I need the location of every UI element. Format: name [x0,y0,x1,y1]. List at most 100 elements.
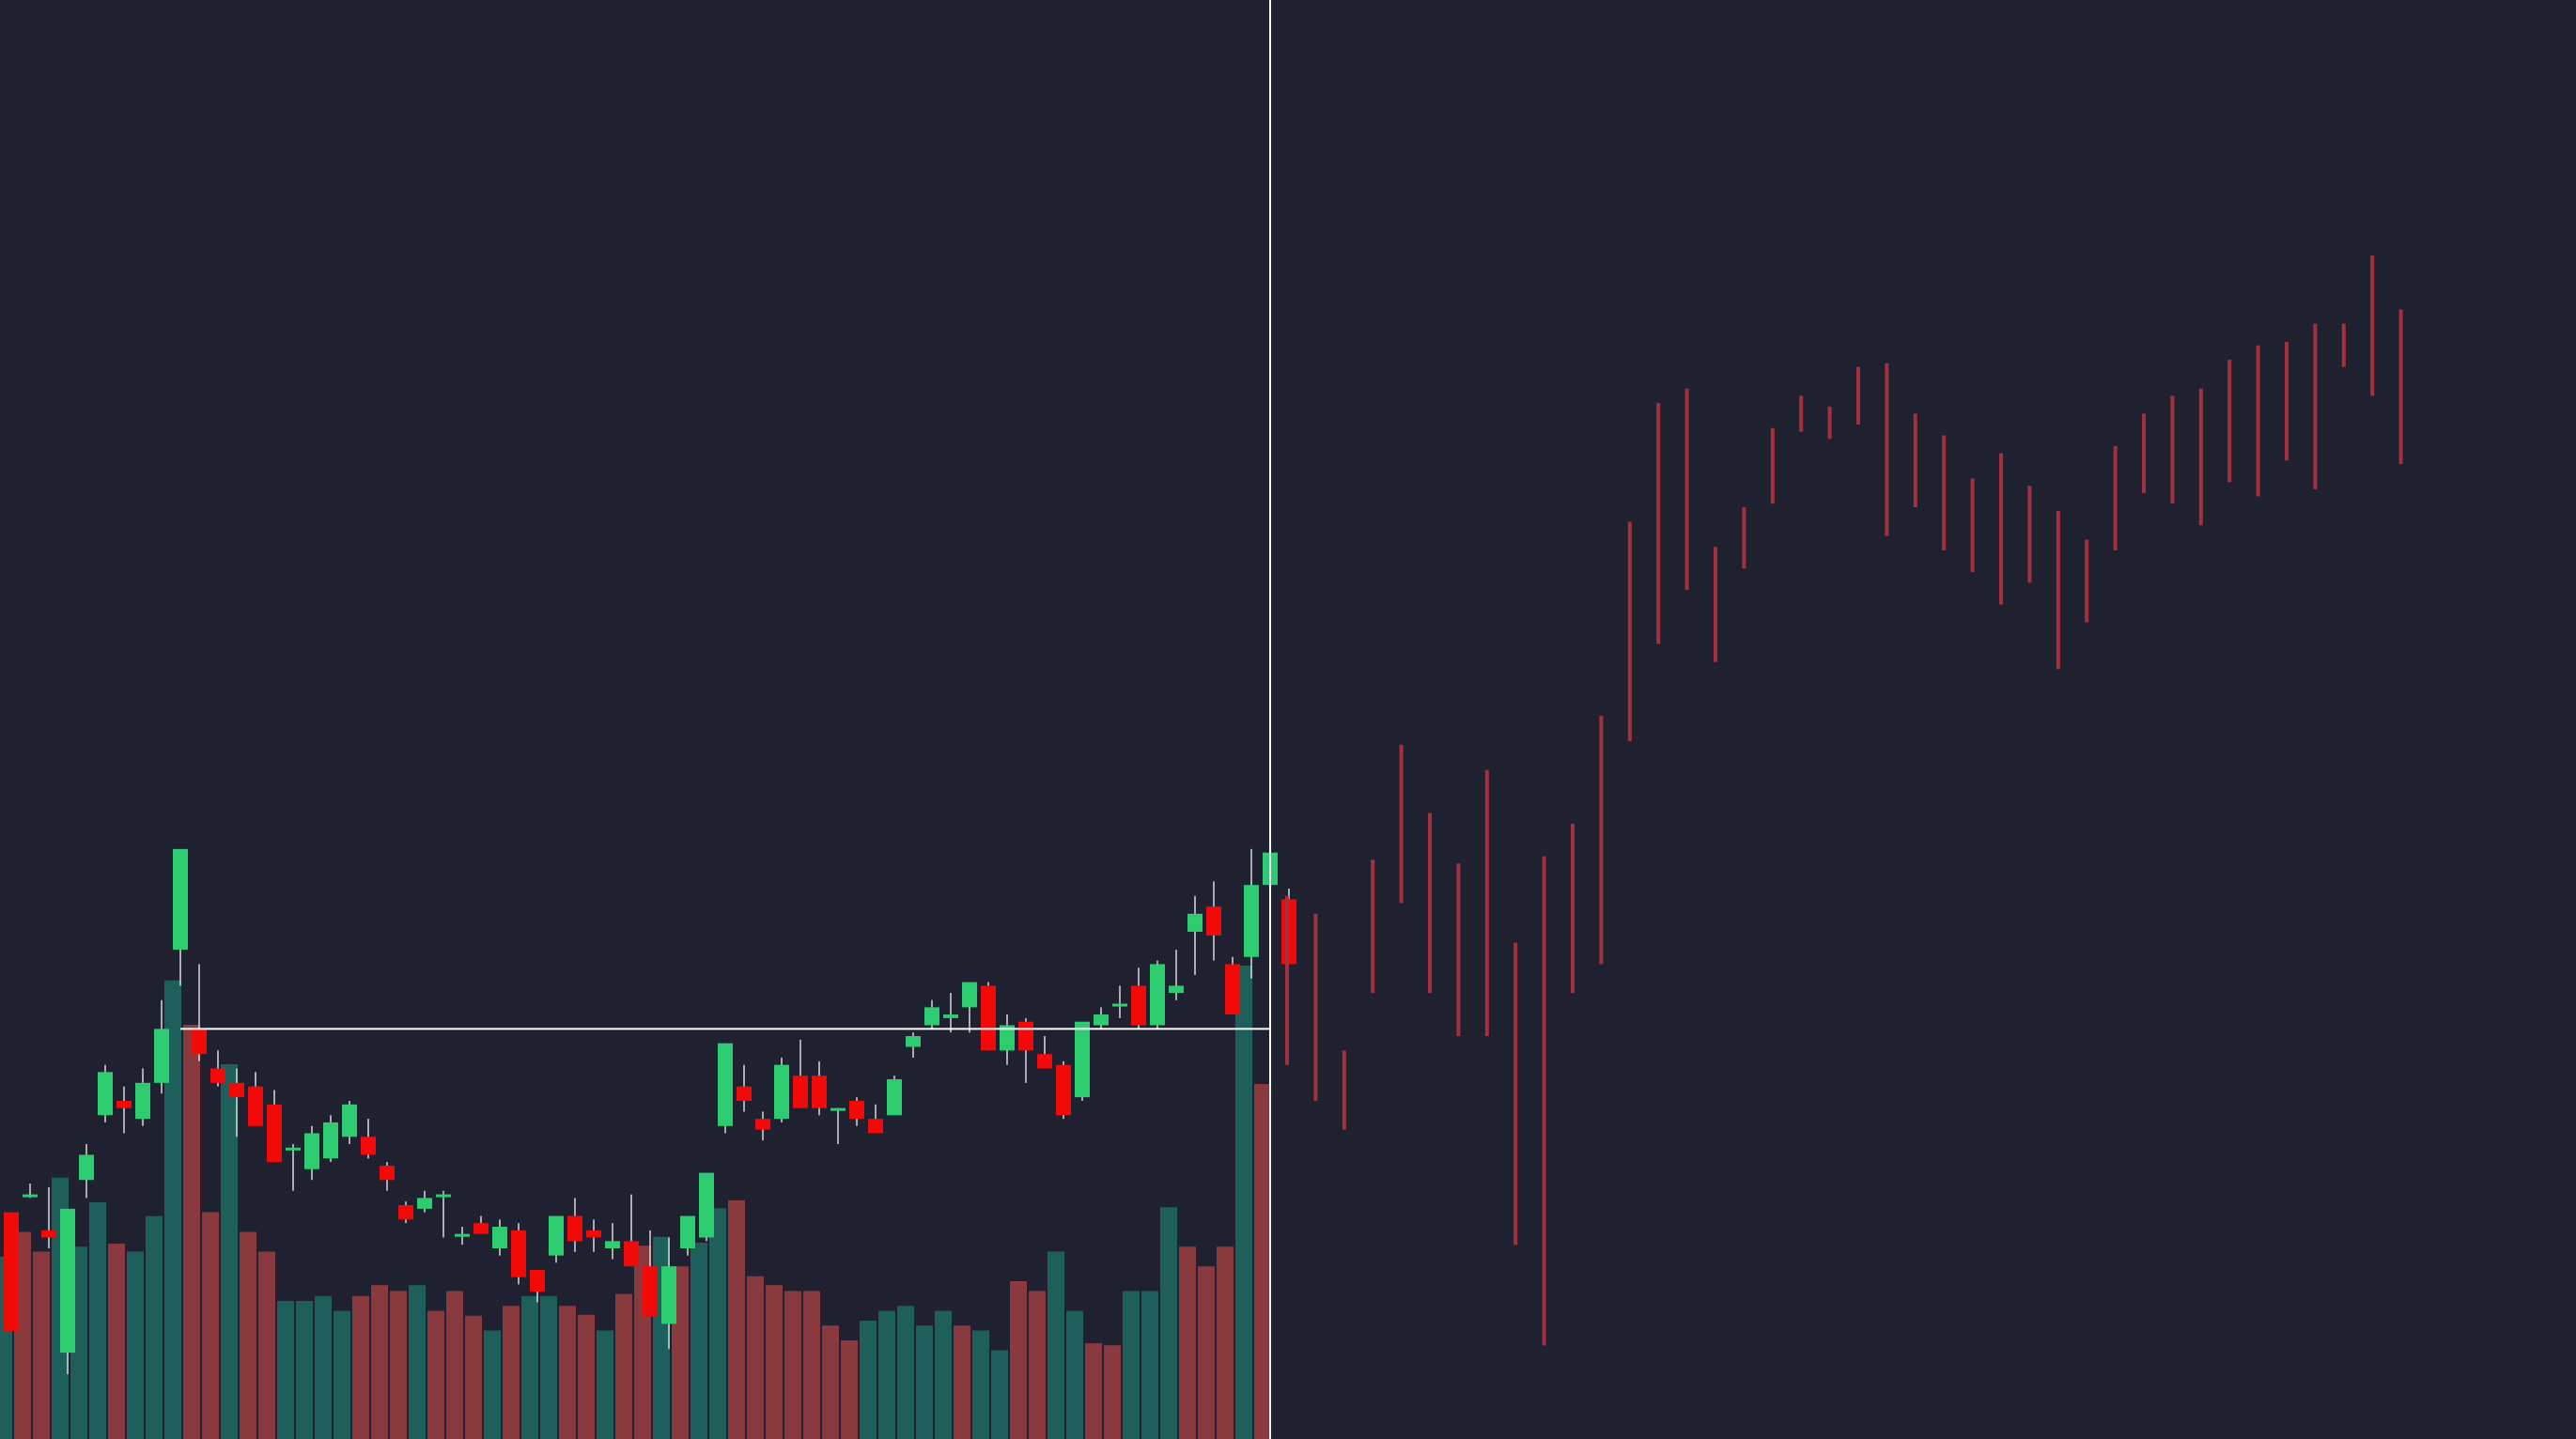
volume-bar [991,1350,1008,1439]
volume-bar [784,1291,801,1439]
projection-bar [1970,478,1975,572]
candle-down [41,1230,56,1238]
candle-down [1056,1064,1071,1116]
volume-bar [916,1325,933,1439]
candle-up [1112,1003,1127,1007]
projection-bar [1913,413,1917,508]
volume-bar [1123,1291,1140,1439]
volume-bar [521,1295,538,1439]
projection-bar [1456,863,1461,1037]
volume-bar [615,1293,632,1439]
volume-bar [89,1202,106,1439]
volume-bar [371,1285,388,1439]
candle-up [135,1082,150,1120]
candle-up [417,1198,432,1209]
volume-bar [315,1295,332,1439]
projection-bar [1827,406,1832,440]
candle-up [1000,1025,1015,1051]
projection-bar [2398,309,2403,465]
volume-bar [1198,1266,1215,1439]
volume-bar [822,1325,839,1439]
candle-up [23,1194,38,1198]
volume-bar [1179,1246,1196,1439]
candle-up [680,1215,695,1249]
volume-bar [897,1306,914,1439]
volume-bar [1066,1310,1083,1439]
projection-bar [1999,453,2003,605]
projection-pane [1285,255,2403,1346]
projection-bar [2313,323,2318,489]
projection-bar [1371,859,1375,994]
candle-down [398,1205,413,1220]
volume-bar [954,1325,970,1439]
volume-bar [597,1330,613,1439]
candle-up [887,1079,902,1116]
projection-bar [1599,716,1604,965]
projection-bar [2056,510,2060,670]
candle-up [1094,1014,1109,1026]
projection-bar [1313,913,1318,1101]
projection-bar [1428,812,1432,994]
volume-bar [728,1199,745,1439]
candle-down [868,1119,883,1134]
volume-bar [427,1310,444,1439]
projection-bar [1399,744,1404,904]
candle-down [473,1223,489,1234]
volume-bar [691,1243,707,1439]
candle-down [116,1100,132,1108]
projection-bar [1513,942,1518,1246]
volume-bar [1029,1291,1046,1439]
volume-bar [146,1215,163,1439]
projection-bar [2256,345,2260,497]
candle-down [812,1075,827,1108]
volume-bar [860,1321,877,1439]
candle-up [943,1014,958,1018]
candle-up [830,1107,846,1111]
volume-bar [296,1301,313,1439]
candle-up [1187,913,1203,932]
candle-up [1150,964,1165,1026]
candle-up [962,982,977,1008]
volume-bar [1217,1246,1234,1439]
volume-bar [127,1251,144,1439]
candle-down [567,1215,582,1242]
volume-bar [1160,1207,1177,1439]
volume-bar [803,1291,820,1439]
candle-down [361,1137,376,1155]
candle-up [906,1036,921,1047]
projection-bar [1799,395,1804,432]
candle-up [549,1215,564,1256]
candle-up [1244,885,1259,957]
projection-bar [1571,824,1575,994]
projection-bar [1656,402,1661,644]
candle-down [1131,985,1146,1026]
volume-bar [108,1244,125,1439]
projection-bar [1770,427,1775,504]
volume-bar [1085,1343,1102,1439]
candle-down [380,1165,395,1181]
volume-bar [1254,1084,1271,1439]
candle-down [586,1230,601,1238]
volume-bar [972,1330,989,1439]
projection-bar [2027,486,2032,583]
volume-bar [240,1231,256,1439]
candle-down [981,985,996,1051]
price-pane [4,838,1296,1375]
volume-bar [709,1208,726,1439]
projection-bar [1542,856,1546,1346]
volume-bar [334,1310,350,1439]
volume-bar [841,1340,858,1439]
volume-bar [747,1276,764,1439]
projection-bar [1285,895,1289,1065]
projection-bar [1714,547,1717,662]
volume-bar [1047,1251,1064,1439]
candle-down [267,1104,282,1163]
candle-down [624,1241,639,1267]
candle-up [342,1104,357,1137]
projection-bar [2170,395,2175,504]
projection-bar [2085,539,2089,623]
volume-bar [183,1025,200,1439]
